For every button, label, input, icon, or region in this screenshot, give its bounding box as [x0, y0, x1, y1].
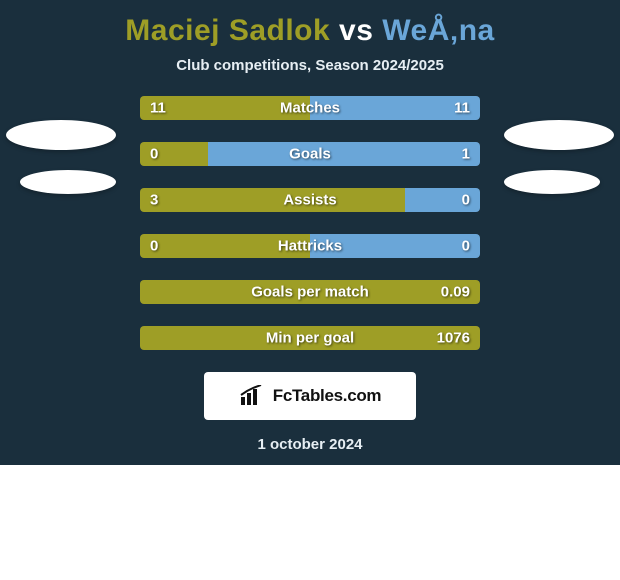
title-player2: WeÅ‚na	[382, 14, 494, 47]
stat-row: Hattricks 0 0	[140, 234, 480, 258]
stat-label: Assists	[283, 192, 336, 209]
stat-label: Min per goal	[266, 330, 354, 347]
page-title: Maciej Sadlok vs WeÅ‚na	[0, 10, 620, 55]
date: 1 october 2024	[0, 436, 620, 453]
avatar-right-bottom	[504, 170, 600, 194]
avatar-left-bottom	[20, 170, 116, 194]
stat-row: Goals 0 1	[140, 142, 480, 166]
badge-text: FcTables.com	[273, 386, 382, 406]
stat-value-right: 0	[462, 238, 470, 255]
stat-value-left: 0	[150, 238, 158, 255]
stat-value-right: 11	[454, 100, 470, 117]
stat-value-right: 0.09	[441, 284, 470, 301]
avatar-right-top	[504, 120, 614, 150]
subtitle: Club competitions, Season 2024/2025	[0, 55, 620, 96]
stat-value-right: 0	[462, 192, 470, 209]
stat-value-left: 0	[150, 146, 158, 163]
stat-fill-right	[208, 142, 480, 166]
stat-label: Goals per match	[251, 284, 369, 301]
stat-row: Min per goal 1076	[140, 326, 480, 350]
stat-label: Hattricks	[278, 238, 342, 255]
stat-row: Goals per match 0.09	[140, 280, 480, 304]
stat-row: Assists 3 0	[140, 188, 480, 212]
stat-value-left: 3	[150, 192, 158, 209]
chart-icon	[239, 385, 267, 407]
comparison-card: Maciej Sadlok vs WeÅ‚na Club competition…	[0, 0, 620, 465]
avatar-left-top	[6, 120, 116, 150]
stat-row: Matches 11 11	[140, 96, 480, 120]
comparison-bars: Matches1111Goals01Assists30Hattricks00Go…	[140, 96, 480, 350]
title-player1: Maciej Sadlok	[125, 14, 330, 47]
stat-label: Goals	[289, 146, 331, 163]
stat-value-right: 1076	[437, 330, 470, 347]
stat-value-left: 11	[150, 100, 166, 117]
title-vs: vs	[339, 14, 373, 47]
stat-label: Matches	[280, 100, 340, 117]
stat-fill-left	[140, 188, 405, 212]
stat-value-right: 1	[462, 146, 470, 163]
fctables-badge: FcTables.com	[204, 372, 416, 420]
